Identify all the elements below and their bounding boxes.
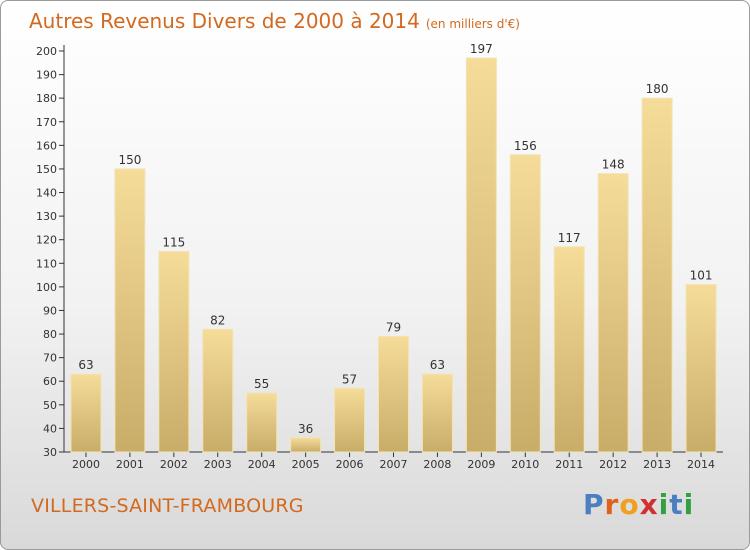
- value-label-2010: 156: [514, 139, 537, 153]
- value-label-2006: 57: [342, 372, 357, 386]
- bar-2012: [597, 173, 629, 453]
- value-label-2005: 36: [298, 422, 313, 436]
- logo-letter: r: [604, 488, 620, 521]
- x-tick-label-2001: 2001: [116, 458, 144, 471]
- value-label-2001: 150: [118, 153, 141, 167]
- x-tick-label-2000: 2000: [72, 458, 100, 471]
- y-tick-label-0: 30: [43, 446, 57, 459]
- value-label-2014: 101: [690, 269, 713, 283]
- y-tick-label-14: 170: [36, 116, 57, 129]
- x-tick-label-2012: 2012: [599, 458, 627, 471]
- bar-2013: [641, 97, 673, 453]
- bar-chart: 30 40 50 60 70 80 90 100 110 120 130 140 150 160 170 18…: [36, 42, 723, 471]
- chart-title: Autres Revenus Divers de 2000 à 2014 (en …: [29, 9, 520, 33]
- y-tick-label-10: 130: [36, 210, 57, 223]
- value-label-2008: 63: [430, 358, 445, 372]
- proxiti-logo: Proxiti: [583, 488, 694, 521]
- x-tick-label-2006: 2006: [336, 458, 364, 471]
- y-tick-label-5: 80: [43, 328, 57, 341]
- y-tick-label-9: 120: [36, 234, 57, 247]
- bar-2014: [685, 284, 717, 453]
- bar-2000: [70, 373, 102, 453]
- x-tick-label-2010: 2010: [511, 458, 539, 471]
- x-tick-label-2009: 2009: [467, 458, 495, 471]
- x-tick-label-2008: 2008: [423, 458, 451, 471]
- logo-letter: o: [619, 488, 640, 521]
- chart-unit: (en milliers d'€): [425, 17, 520, 31]
- logo-letter: P: [583, 488, 605, 521]
- x-tick-label-2002: 2002: [160, 458, 188, 471]
- y-tick-label-13: 160: [36, 139, 57, 152]
- y-tick-label-8: 110: [36, 257, 57, 270]
- x-tick-label-2011: 2011: [555, 458, 583, 471]
- value-label-2011: 117: [558, 231, 581, 245]
- y-tick-label-4: 70: [43, 352, 57, 365]
- logo-letter: i: [658, 488, 670, 521]
- x-tick-label-2007: 2007: [380, 458, 408, 471]
- bar-2003: [202, 328, 234, 453]
- commune-name: VILLERS-SAINT-FRAMBOURG: [31, 495, 304, 517]
- bar-2007: [378, 335, 409, 453]
- x-tick-label-2004: 2004: [248, 458, 276, 471]
- bar-2011: [553, 246, 585, 453]
- y-tick-label-12: 150: [36, 163, 57, 176]
- bar-2009: [465, 57, 497, 453]
- bar-2008: [421, 373, 453, 453]
- x-tick-label-2013: 2013: [643, 458, 671, 471]
- y-tick-label-11: 140: [36, 187, 57, 200]
- value-label-2003: 82: [210, 313, 225, 327]
- y-tick-label-2: 50: [43, 399, 57, 412]
- x-tick-label-2005: 2005: [292, 458, 320, 471]
- y-tick-label-16: 190: [36, 69, 57, 82]
- value-label-2002: 115: [162, 236, 185, 250]
- x-tick-label-2014: 2014: [687, 458, 715, 471]
- bar-2001: [114, 168, 146, 453]
- value-label-2004: 55: [254, 377, 269, 391]
- value-label-2007: 79: [386, 320, 401, 334]
- bar-2006: [334, 387, 366, 453]
- y-tick-label-15: 180: [36, 92, 57, 105]
- y-tick-label-3: 60: [43, 375, 57, 388]
- value-label-2009: 197: [470, 42, 493, 56]
- value-label-2012: 148: [602, 158, 625, 172]
- logo-letter: i: [683, 488, 695, 521]
- y-tick-label-1: 40: [43, 422, 57, 435]
- logo-letter: x: [639, 488, 659, 521]
- logo-letter: t: [669, 488, 684, 521]
- bar-2004: [246, 392, 278, 453]
- y-tick-label-17: 200: [36, 45, 57, 58]
- bar-2002: [158, 251, 190, 453]
- y-tick-label-7: 100: [36, 281, 57, 294]
- y-tick-label-6: 90: [43, 304, 57, 317]
- value-label-2000: 63: [78, 358, 93, 372]
- bar-2010: [509, 154, 541, 453]
- bars: 63 150 115 82 55 36 57 79 63 197 156 117 148 180 101: [70, 42, 717, 453]
- bar-2005: [290, 437, 322, 453]
- chart-title-text: Autres Revenus Divers de 2000 à 2014: [29, 9, 420, 33]
- axes: 30 40 50 60 70 80 90 100 110 120 130 140 150 160 170 18…: [36, 45, 723, 471]
- x-tick-label-2003: 2003: [204, 458, 232, 471]
- value-label-2013: 180: [646, 82, 669, 96]
